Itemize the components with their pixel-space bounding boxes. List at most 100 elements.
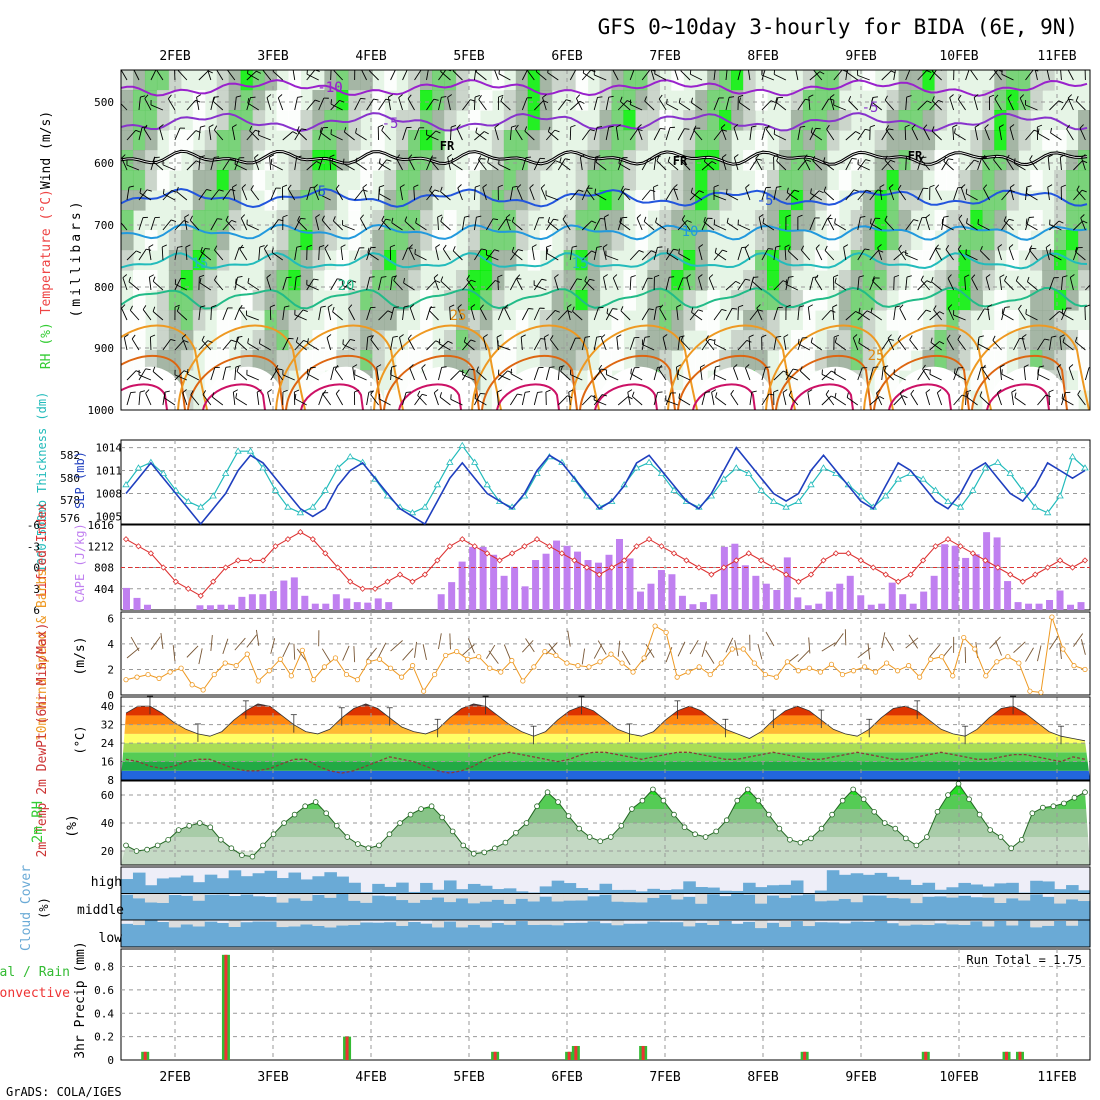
- lifted-index-marker: [533, 536, 541, 543]
- rh-cell: [408, 270, 421, 291]
- rh-marker: [154, 842, 161, 849]
- rh-cell: [144, 150, 158, 171]
- wind-speed-marker: [222, 660, 228, 666]
- precip-panel: 00.20.40.60.8 Run Total = 1.75 3hr Preci…: [0, 941, 1091, 1067]
- wind-barb: [498, 370, 508, 381]
- wind-barb: [369, 70, 379, 81]
- wind-barb: [292, 70, 296, 81]
- rh-cell: [575, 190, 589, 211]
- cloud-cell: [276, 927, 290, 947]
- rh-marker: [523, 820, 530, 826]
- wind-barb: [641, 308, 650, 321]
- y-tick-label: 8: [107, 774, 114, 787]
- wind-barb: [547, 221, 559, 231]
- wind-barb-flag: [136, 250, 142, 254]
- wind-barb: [893, 251, 904, 261]
- wind-barb: [174, 278, 182, 291]
- wind-barb: [1059, 157, 1062, 171]
- wind-barb-flag: [196, 94, 202, 98]
- lifted-index-marker: [247, 557, 254, 564]
- wind-barb: [121, 222, 128, 231]
- wind-barb-flag: [884, 155, 888, 161]
- wind-barb: [773, 73, 787, 81]
- wind-barb-flag: [429, 185, 433, 191]
- contour-label: FR: [673, 154, 688, 168]
- wind-barb: [464, 341, 475, 351]
- wind-barb-flag: [207, 70, 213, 74]
- y-tick-label: 0.2: [94, 1031, 114, 1044]
- rh-cell: [372, 350, 385, 371]
- rh-cell: [946, 170, 960, 191]
- contour-label: -5: [757, 193, 774, 209]
- wind-barb: [966, 396, 978, 406]
- wind-barb-flag: [553, 218, 559, 221]
- wind-barb-flag: [978, 335, 984, 338]
- wind-barb-flag: [1058, 100, 1064, 104]
- wind-barb: [749, 392, 753, 406]
- rh-cell: [1066, 230, 1079, 251]
- cloud-cell: [336, 894, 349, 920]
- wind-barb-flag: [225, 366, 231, 368]
- cloud-cell: [719, 921, 732, 947]
- wind-barb-flag: [540, 184, 546, 189]
- wind-barb-flag: [149, 274, 154, 278]
- wind-barb-flag: [167, 94, 172, 100]
- rh-cell: [1006, 70, 1019, 91]
- wind-barb: [494, 70, 499, 81]
- cape-bar: [385, 602, 393, 610]
- wind-barb-flag: [654, 70, 656, 74]
- cloud-cell: [276, 902, 290, 920]
- wind-barb: [877, 247, 883, 261]
- rh-cell: [372, 230, 385, 251]
- cape-bar: [720, 546, 728, 610]
- wind-barb: [1037, 394, 1047, 406]
- date-label: 6FEB: [551, 49, 582, 64]
- wind-speed-marker: [531, 664, 537, 670]
- wind-barb-flag: [604, 214, 609, 218]
- wind-barb-flag: [888, 128, 894, 131]
- contour-label: 25: [450, 308, 467, 324]
- rh-cell: [527, 250, 541, 271]
- wind-barb-flag: [181, 334, 187, 339]
- lifted-index-marker: [1069, 564, 1076, 571]
- temp-band: [121, 761, 1090, 771]
- wind-barb: [693, 129, 703, 141]
- rh-cell: [324, 190, 337, 211]
- wind-speed-marker: [167, 669, 173, 675]
- rh-cell: [216, 350, 230, 371]
- wind-barb-flag: [733, 364, 738, 369]
- wind-barb: [367, 252, 379, 261]
- wind-barb-flag: [560, 366, 563, 372]
- rh-cell: [802, 150, 816, 171]
- wind-barb-flag: [457, 184, 462, 189]
- wind-barb-flag: [182, 389, 187, 394]
- lifted-index-marker: [1057, 557, 1064, 564]
- wind-barb: [726, 193, 739, 201]
- wind-barb-flag: [644, 336, 650, 338]
- wind-barb: [1027, 281, 1038, 291]
- wind-barb: [617, 188, 626, 201]
- cloud-cell: [192, 900, 206, 920]
- wind-barb-flag: [435, 244, 441, 248]
- cloud-cell: [372, 922, 385, 947]
- rh-cell: [491, 290, 505, 311]
- cloud-gap: [455, 920, 469, 928]
- lifted-index-marker: [807, 571, 815, 578]
- wind-barb-flag: [146, 189, 152, 192]
- wind-barb: [433, 277, 439, 291]
- wind-barb: [857, 74, 870, 81]
- surface-barb: [255, 629, 260, 646]
- wind-barb: [378, 193, 391, 201]
- wind-barb-flag: [906, 275, 912, 278]
- wind-barb: [605, 255, 619, 261]
- wind-barb-flag: [933, 305, 937, 311]
- rh-cell: [1054, 230, 1067, 251]
- rh-cell: [515, 90, 529, 111]
- rh-cell: [132, 170, 146, 191]
- cape-bar: [511, 566, 519, 610]
- wind-barb: [595, 161, 607, 171]
- cloud-cell: [683, 926, 696, 947]
- wind-barb-flag: [832, 304, 838, 308]
- cloud-cell: [874, 920, 888, 947]
- wind-barb: [414, 394, 423, 406]
